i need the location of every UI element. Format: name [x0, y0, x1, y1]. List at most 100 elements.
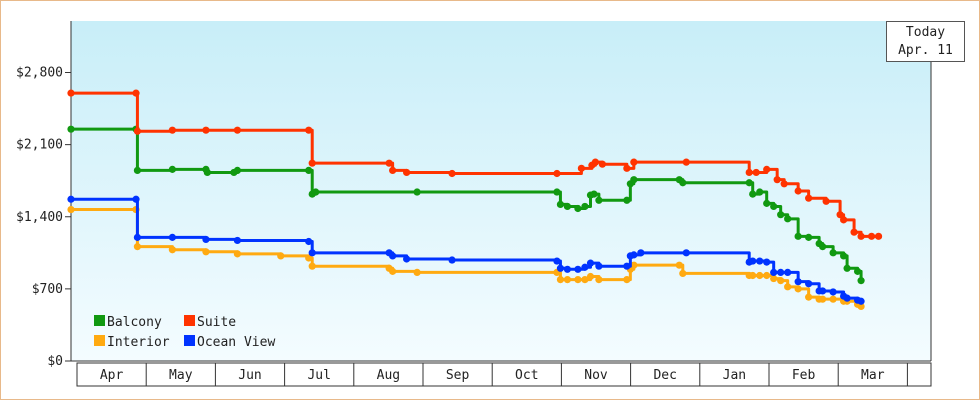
- data-point-interior: [308, 262, 316, 270]
- data-point-suite: [305, 126, 313, 134]
- data-point-suite: [773, 176, 781, 184]
- x-tick-label: Feb: [792, 368, 816, 383]
- data-point-suite: [805, 194, 813, 202]
- legend-swatch-balcony: [94, 315, 105, 326]
- data-point-balcony: [233, 166, 242, 174]
- data-point-interior: [556, 276, 565, 284]
- data-point-ocean-view: [749, 257, 757, 265]
- x-tick-label: Mar: [861, 368, 885, 383]
- data-point-suite: [780, 180, 788, 188]
- data-point-ocean-view: [770, 268, 778, 276]
- legend-label-suite: Suite: [197, 315, 236, 330]
- data-point-ocean-view: [794, 278, 802, 286]
- y-tick-label: $2,800: [16, 66, 63, 81]
- data-point-interior: [675, 261, 683, 269]
- data-point-ocean-view: [623, 262, 631, 270]
- data-point-interior: [749, 271, 757, 280]
- data-point-ocean-view: [132, 195, 140, 203]
- data-point-interior: [794, 285, 802, 293]
- data-point-interior: [857, 302, 865, 310]
- data-point-interior: [679, 269, 687, 278]
- data-point-balcony: [770, 202, 778, 211]
- data-point-suite: [682, 158, 690, 166]
- series-layer: [67, 89, 883, 310]
- data-point-suite: [389, 166, 397, 174]
- data-point-suite: [591, 158, 599, 166]
- data-point-balcony: [133, 166, 142, 174]
- legend-swatch-interior: [94, 335, 105, 346]
- data-point-interior: [413, 268, 421, 276]
- data-point-ocean-view: [682, 249, 690, 257]
- data-point-balcony: [168, 165, 176, 173]
- data-point-balcony: [745, 179, 753, 187]
- data-point-balcony: [574, 204, 582, 213]
- data-point-suite: [763, 165, 771, 173]
- data-point-ocean-view: [763, 258, 771, 266]
- data-point-balcony: [853, 267, 862, 275]
- data-point-interior: [756, 271, 764, 280]
- data-point-ocean-view: [756, 257, 764, 265]
- x-tick-label: Oct: [515, 368, 538, 383]
- data-point-suite: [67, 89, 75, 97]
- legend-label-interior: Interior: [107, 335, 170, 350]
- today-label: Today: [905, 25, 946, 40]
- data-point-interior: [784, 283, 792, 291]
- data-point-balcony: [857, 277, 865, 285]
- data-point-suite: [233, 126, 242, 134]
- data-point-ocean-view: [168, 233, 176, 241]
- data-point-ocean-view: [563, 265, 572, 273]
- data-point-ocean-view: [403, 255, 411, 263]
- data-point-suite: [132, 89, 140, 97]
- data-point-interior: [202, 248, 210, 256]
- data-point-ocean-view: [233, 236, 242, 245]
- data-point-interior: [67, 205, 75, 214]
- data-point-ocean-view: [857, 297, 865, 305]
- data-point-suite: [745, 168, 753, 177]
- x-tick-label: Nov: [584, 368, 608, 383]
- data-point-interior: [595, 276, 603, 284]
- data-point-ocean-view: [308, 249, 316, 257]
- data-point-suite: [598, 160, 606, 168]
- data-point-interior: [770, 274, 778, 283]
- data-point-suite: [850, 228, 858, 236]
- legend-label-balcony: Balcony: [107, 315, 162, 330]
- data-point-balcony: [623, 196, 631, 204]
- legend: Balcony Suite Interior Ocean View: [94, 315, 275, 350]
- data-point-ocean-view: [67, 195, 75, 203]
- data-point-ocean-view: [637, 249, 645, 257]
- data-point-balcony: [840, 252, 848, 260]
- x-tick-label: Jul: [307, 368, 330, 383]
- data-point-ocean-view: [829, 288, 837, 296]
- data-point-interior: [805, 293, 813, 301]
- x-tick-label: Apr: [100, 368, 124, 383]
- legend-swatch-suite: [184, 315, 195, 326]
- y-tick-label: $1,400: [16, 210, 63, 225]
- data-point-balcony: [784, 215, 792, 223]
- legend-label-ocean-view: Ocean View: [197, 335, 275, 350]
- data-point-ocean-view: [784, 268, 792, 276]
- data-point-suite: [822, 197, 830, 205]
- data-point-interior: [168, 246, 176, 254]
- data-point-balcony: [553, 188, 561, 196]
- data-point-balcony: [829, 249, 837, 257]
- data-point-suite: [836, 211, 844, 219]
- data-point-balcony: [749, 190, 757, 198]
- data-point-balcony: [630, 176, 638, 184]
- data-point-ocean-view: [581, 263, 589, 271]
- data-point-balcony: [794, 232, 802, 240]
- data-point-ocean-view: [202, 235, 210, 244]
- data-point-suite: [752, 168, 760, 177]
- data-point-balcony: [581, 202, 589, 211]
- data-point-balcony: [67, 125, 75, 133]
- x-tick-label: Dec: [653, 368, 676, 383]
- data-point-balcony: [777, 211, 785, 219]
- legend-swatch-ocean-view: [184, 335, 195, 346]
- data-point-ocean-view: [819, 287, 827, 295]
- data-point-ocean-view: [574, 265, 582, 273]
- x-axis-band: [76, 362, 932, 387]
- data-point-suite: [840, 216, 848, 224]
- data-point-suite: [577, 164, 586, 172]
- x-tick-label: May: [169, 368, 193, 383]
- data-point-ocean-view: [805, 280, 813, 288]
